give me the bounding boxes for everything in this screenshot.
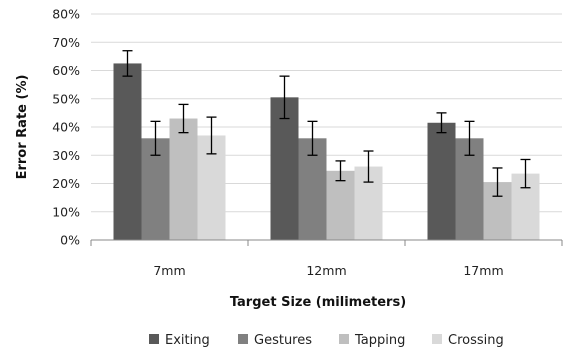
x-category-label: 7mm (153, 263, 185, 278)
error-bar (279, 75, 290, 120)
legend-label: Exiting (165, 333, 210, 348)
y-tick-label: 20% (52, 176, 80, 191)
y-tick-label: 50% (52, 91, 80, 106)
legend-item-exiting: Exiting (149, 333, 210, 348)
error-bar (363, 150, 374, 183)
x-category-label: 17mm (463, 263, 503, 278)
bar-tapping-12mm (326, 170, 355, 240)
legend-swatch (339, 334, 349, 344)
error-bar (206, 116, 217, 155)
legend-swatch (238, 334, 248, 344)
y-tick-label: 60% (52, 63, 80, 78)
legend-item-gestures: Gestures (238, 333, 312, 348)
error-bar (178, 103, 189, 134)
error-bar (150, 120, 161, 156)
legend-item-tapping: Tapping (339, 333, 405, 348)
y-tick-label: 70% (52, 35, 80, 50)
x-axis-title: Target Size (milimeters) (230, 295, 406, 310)
bars (113, 63, 540, 241)
error-bar (122, 50, 133, 77)
y-axis-title: Error Rate (%) (15, 75, 30, 180)
y-tick-label: 80% (52, 7, 80, 22)
error-bar (335, 160, 346, 182)
legend-item-crossing: Crossing (432, 333, 504, 348)
legend-swatch (432, 334, 442, 344)
legend-label: Gestures (254, 333, 312, 348)
legend-label: Crossing (448, 333, 504, 348)
y-tick-label: 0% (60, 233, 80, 248)
error-bars (122, 50, 531, 197)
x-axis-ticks (90, 240, 563, 246)
legend: Exiting Gestures Tapping Crossing (149, 333, 504, 348)
bar-exiting-7mm (113, 63, 142, 240)
y-tick-label: 40% (52, 120, 80, 135)
error-bar (436, 112, 447, 134)
bar-tapping-7mm (169, 118, 198, 240)
y-axis-tick-labels: 0% 10% 20% 30% 40% 50% 60% 70% 80% (52, 7, 80, 248)
y-tick-label: 30% (52, 148, 80, 163)
error-bar (520, 158, 531, 189)
x-axis-category-labels: 7mm 12mm 17mm (153, 263, 503, 278)
bar-exiting-17mm (427, 122, 456, 240)
error-bar (307, 120, 318, 156)
legend-swatch (149, 334, 159, 344)
error-bar (464, 120, 475, 156)
y-tick-label: 10% (52, 204, 80, 219)
x-category-label: 12mm (306, 263, 346, 278)
legend-label: Tapping (354, 333, 405, 348)
bar-exiting-12mm (270, 97, 299, 241)
error-bar (492, 167, 503, 197)
